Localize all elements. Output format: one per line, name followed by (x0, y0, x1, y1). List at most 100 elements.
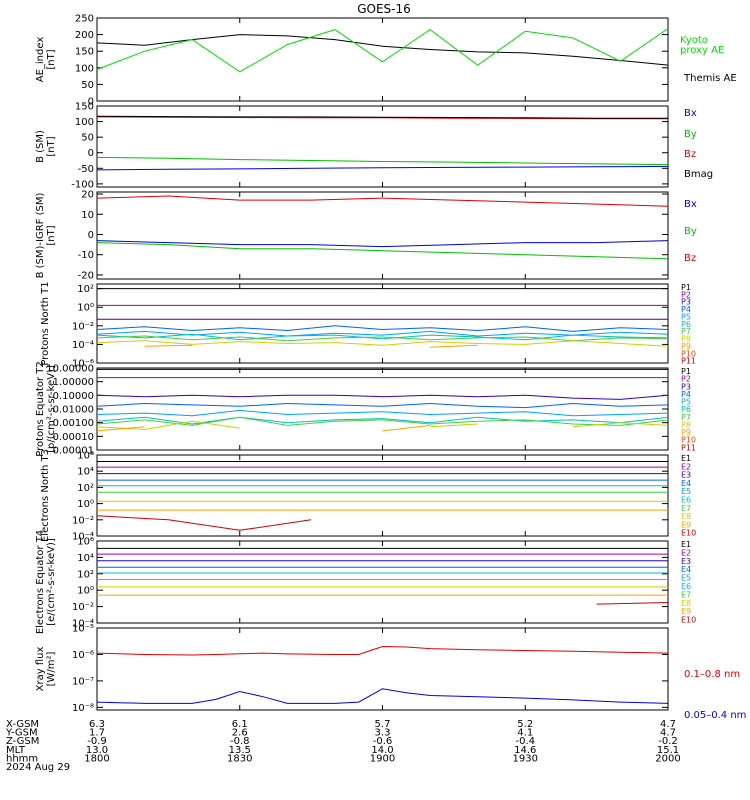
series-line-bx (96, 240, 669, 248)
y-tick-label: 10⁻⁷ (72, 676, 94, 687)
series-line-p8 (96, 340, 669, 347)
y-tick-label: 0 (88, 97, 94, 108)
footer-value: 6.3 (89, 719, 105, 730)
y-tick-label: 100 (75, 63, 94, 74)
y-tick-label: 50 (81, 133, 94, 144)
legend-entry: E10 (681, 616, 696, 625)
y-axis-label: [p/(cm²-s-sr-keV)] (46, 365, 57, 453)
footer-value: 1930 (513, 753, 538, 764)
legend-entry: P5 (681, 312, 691, 321)
legend-entry: P5 (681, 398, 691, 407)
legend-entry: P10 (681, 349, 696, 358)
legend-entry: E9 (681, 607, 691, 616)
y-tick-label: 200 (75, 30, 94, 41)
y-tick-label: 10² (77, 284, 94, 295)
y-axis-label: B (SM) (35, 130, 46, 163)
legend-entry: E9 (681, 520, 691, 529)
series-line-kyoto-proxy-ae (96, 28, 669, 73)
legend-entry: E6 (681, 496, 691, 505)
footer-value: -0.6 (373, 736, 393, 747)
legend-entry: E8 (681, 512, 691, 521)
y-tick-label: 10² (77, 483, 94, 494)
series-line-by (96, 242, 669, 260)
y-axis-label: AE_index (35, 37, 46, 83)
series-line-p9 (145, 344, 668, 347)
legend-entry: E1 (681, 454, 691, 463)
panel-frame (96, 540, 669, 624)
y-tick-label: 10⁰ (77, 499, 94, 510)
panel-e2: 10⁻⁴ 10⁻² 10⁰ 10² 10⁴ 10⁶ Electrons Equator T4… (35, 530, 696, 634)
footer-row-label: Z-GSM (6, 736, 39, 747)
plot-title: GOES-16 (357, 2, 411, 16)
legend-entry: proxy AE (680, 45, 724, 56)
y-tick-label: 20 (81, 190, 94, 201)
legend-entry: P4 (681, 390, 691, 399)
y-tick-label: 250 (75, 14, 94, 25)
y-axis-label: Electrons Equator T4 (35, 530, 46, 634)
y-axis-label: [W/m²] (46, 651, 57, 686)
y-tick-label: -50 (78, 164, 94, 175)
orbit-footer: X-GSM 6.3 6.1 5.7 5.2 4.7 Y-GSM 1.7 2.6 3.3 4.1 4.7… (5, 719, 681, 773)
series-line-p6 (96, 416, 669, 425)
series-line-bx (96, 165, 669, 171)
legend-entry: E5 (681, 574, 691, 583)
y-tick-label: 50 (81, 80, 94, 91)
y-tick-label: 0 (88, 148, 94, 159)
panel-frame (96, 367, 669, 451)
footer-value: 1830 (227, 753, 252, 764)
y-tick-label: -20 (78, 270, 94, 281)
footer-value: 15.1 (657, 745, 679, 756)
legend-entry: E8 (681, 599, 691, 608)
legend: Bx By Bz (684, 199, 697, 264)
series-line-by (96, 156, 669, 166)
y-tick-label: 100 (75, 117, 94, 128)
legend-entry: 0.05–0.4 nm (684, 710, 746, 721)
legend-entry: E5 (681, 487, 691, 496)
panel-p2: 0.00001 0.00010 0.00100 0.01000 0.10000 1.000… (35, 361, 696, 457)
series-line-0-1-0-8-nm (96, 645, 669, 656)
legend-entry: Bmag (684, 169, 713, 180)
footer-value: 4.7 (660, 728, 676, 739)
y-tick-label: 10⁻⁶ (72, 650, 94, 661)
legend-entry: P9 (681, 428, 691, 437)
legend-entry: Bx (684, 108, 697, 119)
y-tick-label: 10⁶ (77, 451, 94, 462)
footer-row-label: hhmm (6, 753, 38, 764)
legend-entry: E7 (681, 504, 691, 513)
y-tick-label: -10 (78, 250, 94, 261)
panel-frame (96, 191, 669, 280)
legend-entry: P9 (681, 342, 691, 351)
legend-entry: P3 (681, 298, 691, 307)
y-tick-label: 10⁻² (72, 321, 94, 332)
footer-row-label: X-GSM (6, 719, 39, 730)
series-line-p7 (96, 416, 669, 426)
series-line-p9 (97, 425, 620, 431)
y-axis-label: [nT] (46, 136, 57, 156)
y-tick-label: 10⁻⁴ (72, 340, 94, 351)
y-tick-label: 0.00100 (53, 418, 94, 429)
panel-xray: 10⁻⁸ 10⁻⁷ 10⁻⁶ 10⁻⁵ Xray flux [W/m²] 0.1–0.8 n… (35, 624, 746, 722)
panel-e1: 10⁻⁴ 10⁻² 10⁰ 10² 10⁴ 10⁶ Electrons North T3 E1… (40, 449, 696, 543)
legend-entry: P11 (681, 357, 696, 366)
y-tick-label: 0 (88, 230, 94, 241)
y-tick-label: 0.00010 (53, 432, 94, 443)
legend-entry: Bz (684, 149, 696, 160)
y-tick-label: 10⁻² (72, 602, 94, 613)
y-tick-label: 0.10000 (53, 391, 94, 402)
series-line-p5 (96, 409, 669, 417)
y-tick-label: 10 (81, 210, 94, 221)
legend-entry: P1 (681, 367, 691, 376)
footer-value: 5.7 (375, 719, 391, 730)
legend-entry: E2 (681, 548, 691, 557)
y-tick-label: 10⁰ (77, 586, 94, 597)
y-axis-label: Xray flux (35, 647, 46, 692)
footer-value: 2.6 (232, 728, 248, 739)
footer-value: 13.5 (229, 745, 251, 756)
legend-entry: P6 (681, 320, 691, 329)
legend-entry: P4 (681, 305, 691, 314)
legend-entry: E3 (681, 557, 691, 566)
legend-entry: 0.1–0.8 nm (684, 669, 740, 680)
